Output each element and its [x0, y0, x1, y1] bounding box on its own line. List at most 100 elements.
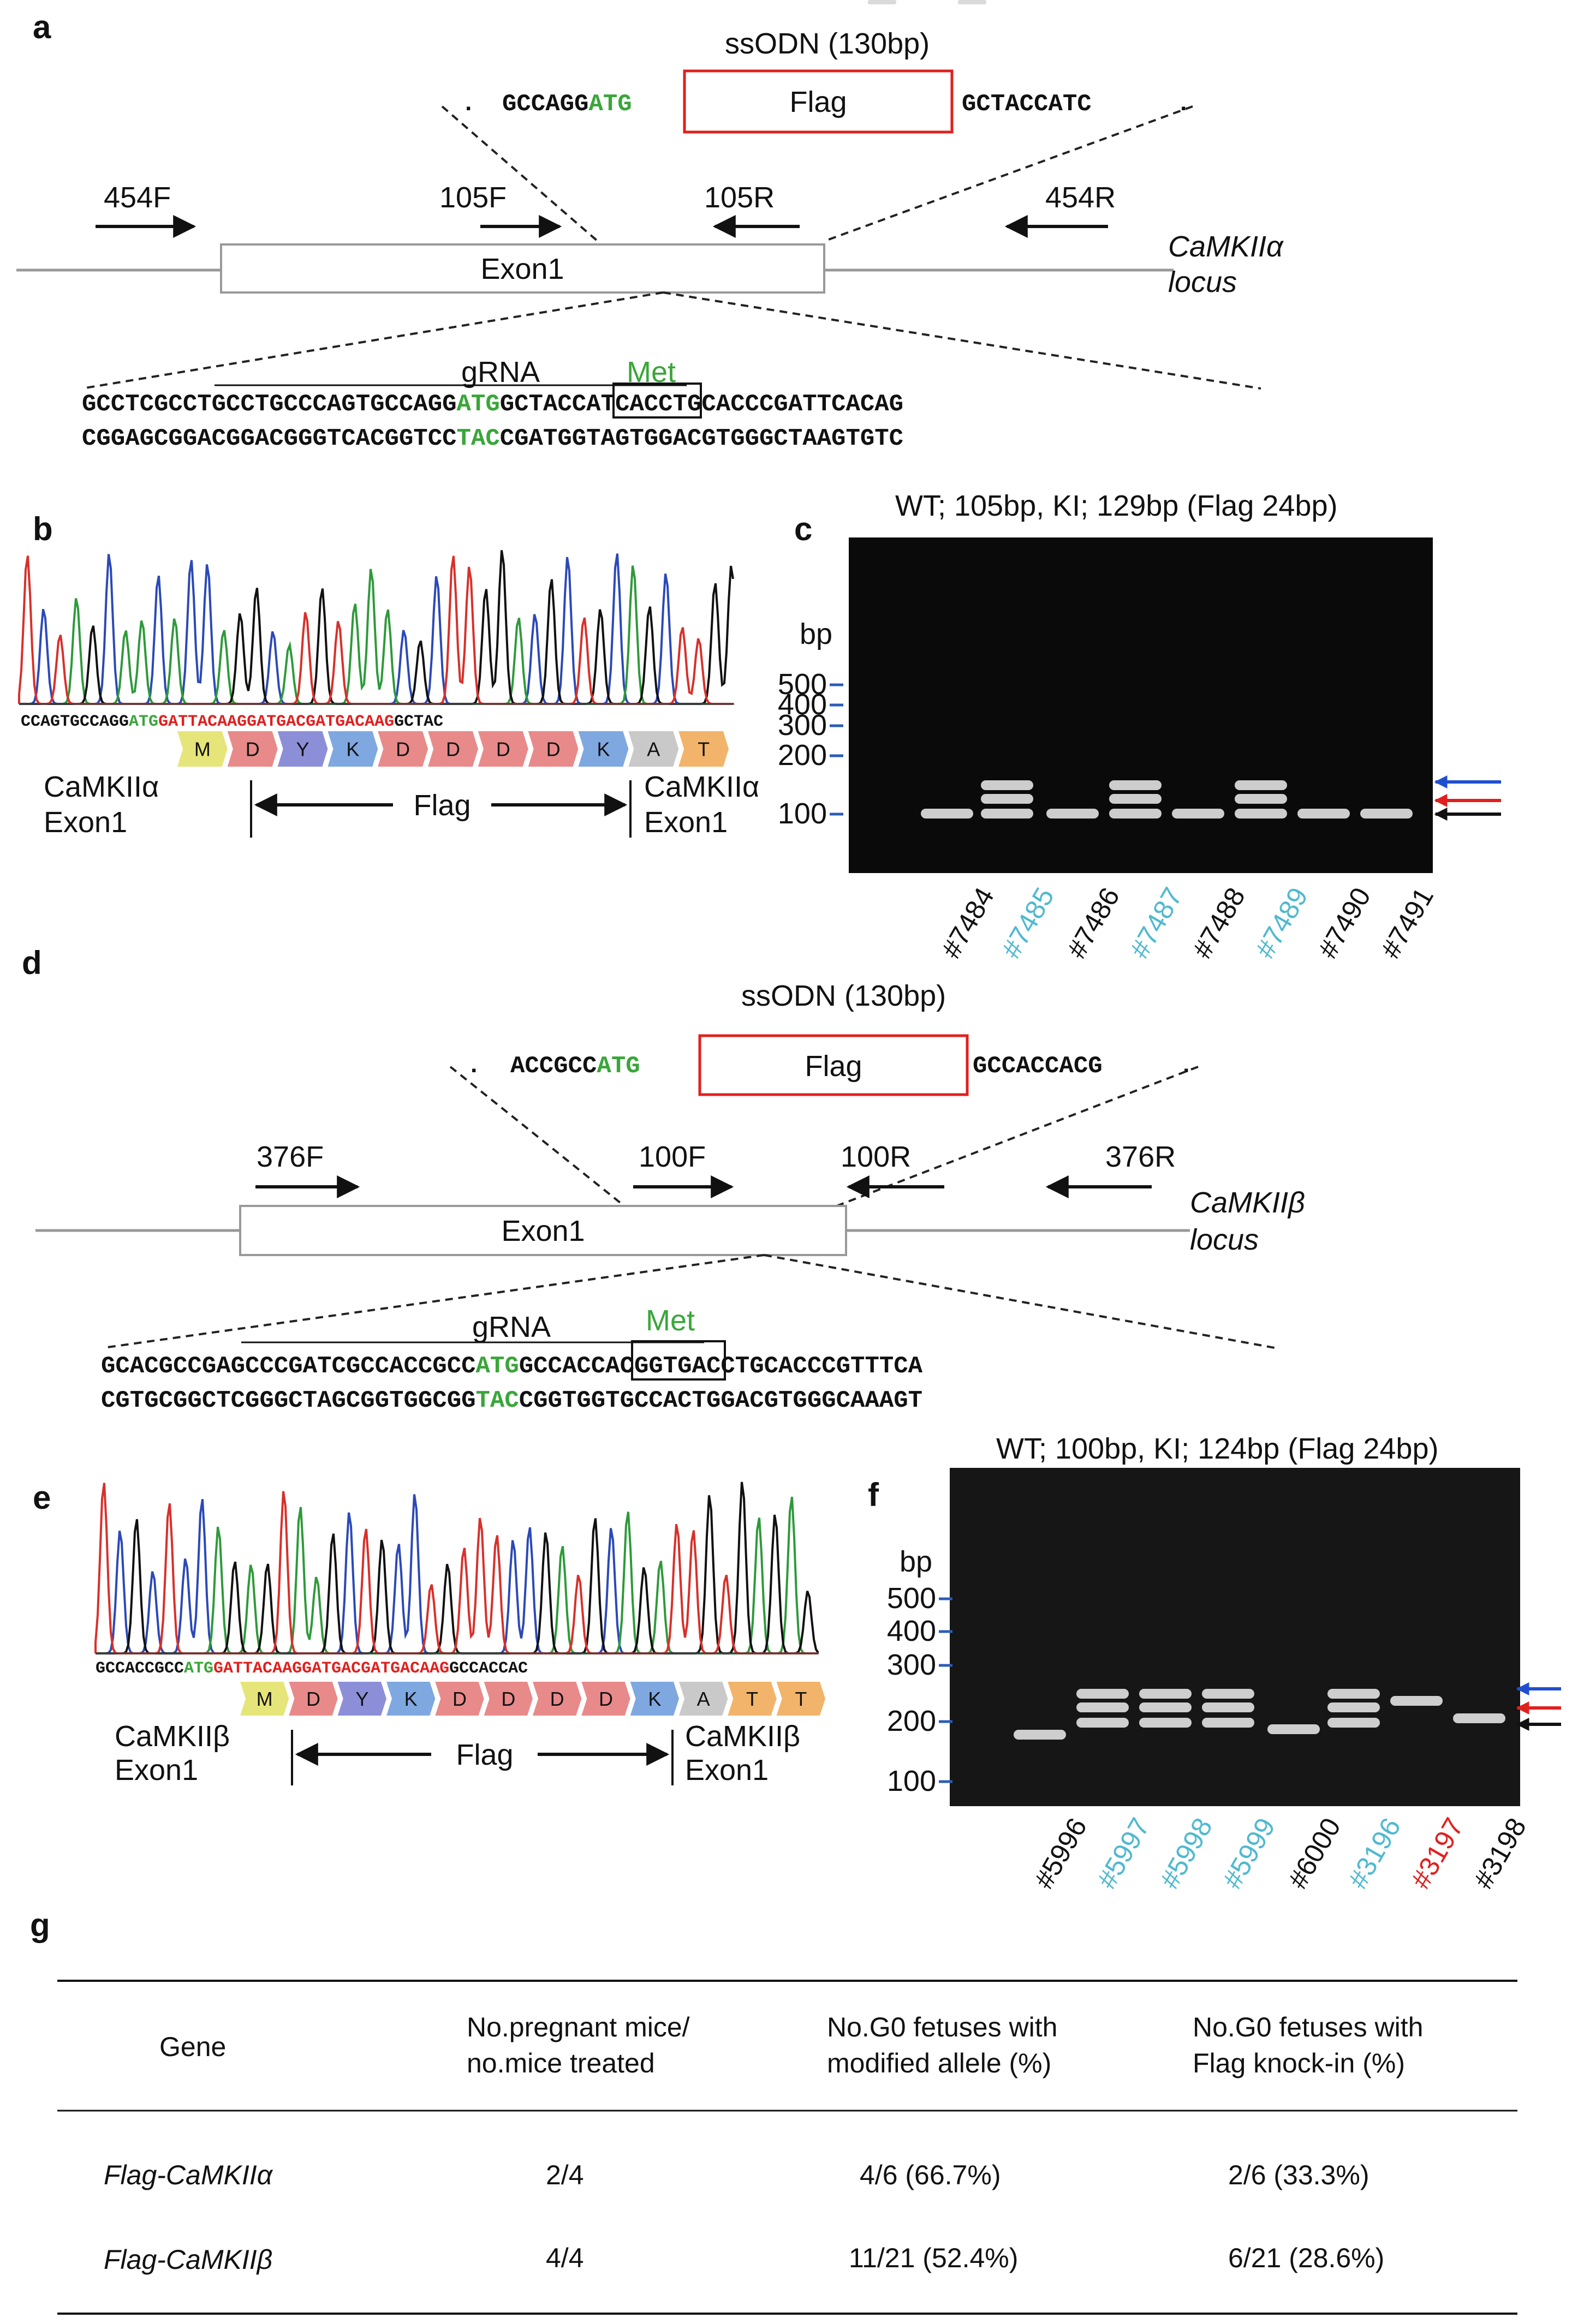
gel-band	[981, 809, 1033, 819]
panel-e: e GCCACCGCCATGGATTACAAGGATGACGATGACAAGGC…	[33, 1479, 825, 1787]
table-header: No.G0 fetuses with	[827, 2012, 1057, 2042]
panel-d: d ssODN (130bp) ACCGCCATG Flag GCCACCACG…	[22, 945, 1305, 1414]
primer-label: 105R	[704, 181, 775, 214]
exon-label: Exon1	[44, 806, 127, 839]
exon1-box	[220, 243, 825, 294]
lane-label: #7489	[1249, 882, 1314, 963]
amino-acid-block	[678, 731, 729, 767]
table-header: No.pregnant mice/	[467, 2012, 690, 2042]
dna-top-strand: GCACGCCGAGCCCGATCGCCACCGCCATGGCCACCACGGT…	[101, 1353, 923, 1380]
gel-band	[1453, 1713, 1505, 1723]
exon-label: Exon1	[685, 1754, 769, 1787]
amino-acid-block	[277, 731, 328, 767]
table-header: No.G0 fetuses with	[1193, 2012, 1423, 2042]
gel-band	[1139, 1718, 1192, 1728]
lane-label: #6000	[1282, 1813, 1347, 1893]
amino-acid-block	[240, 1682, 289, 1716]
ssodn-right-seq: GCCACCACG	[973, 1053, 1103, 1080]
gel-band	[1235, 780, 1287, 790]
bp-label: bp	[800, 618, 832, 650]
zoom-line	[441, 105, 599, 242]
amino-acid-block	[177, 731, 228, 767]
amino-acid-letter: A	[647, 738, 660, 761]
primer-label: 376R	[1105, 1140, 1176, 1173]
lane-label: #7485	[996, 882, 1060, 963]
gel-band	[1235, 809, 1287, 819]
ladder-label: 200	[778, 739, 827, 772]
gel-band	[1360, 809, 1413, 819]
flag-box-label: Flag	[805, 1050, 862, 1083]
gel-band	[1139, 1702, 1192, 1712]
gel-bands	[958, 0, 1505, 1740]
amino-acid-letter: D	[546, 738, 561, 761]
lane-label: #5998	[1154, 1813, 1218, 1893]
gel-band	[1390, 1696, 1443, 1706]
gel-band	[981, 794, 1033, 804]
gel-band	[1202, 1718, 1254, 1728]
flag-label: Flag	[413, 789, 471, 822]
bp-label: bp	[900, 1545, 932, 1578]
amino-acid-block	[327, 731, 378, 767]
gel-band	[1109, 780, 1162, 790]
lane-label: #7486	[1061, 882, 1126, 963]
zoom-line	[829, 1066, 1199, 1210]
table-cell: 2/4	[546, 2160, 584, 2190]
ssodn-left-seq: ACCGCCATG	[510, 1053, 640, 1080]
exon-label: CaMKIIα	[44, 770, 159, 803]
chromatogram	[18, 550, 734, 705]
table-cell: 4/4	[546, 2243, 584, 2273]
table-row: Flag-CaMKIIβ 4/4 11/21 (52.4%) 6/21 (28.…	[104, 2243, 1384, 2275]
lane-label: #7490	[1312, 882, 1377, 963]
amino-acid-block	[227, 731, 278, 767]
gel-band	[1172, 809, 1224, 819]
grna-label: gRNA	[461, 356, 540, 389]
table-cell: 4/6 (66.7%)	[860, 2160, 1001, 2190]
amino-acid-letter: D	[550, 1688, 564, 1710]
amino-acid-block	[728, 1682, 777, 1716]
panel-letter-b: b	[33, 511, 53, 547]
exon-label: CaMKIIα	[644, 770, 759, 803]
lane-label: #5997	[1091, 1813, 1156, 1893]
ssodn-dots-right: .	[1176, 91, 1190, 118]
exon-label: CaMKIIβ	[115, 1720, 230, 1753]
exon-label: Exon1	[115, 1754, 198, 1787]
gel-band	[981, 780, 1033, 790]
exon1-label: Exon1	[501, 1215, 585, 1247]
lane-label: #3197	[1405, 1813, 1469, 1893]
zoom-line	[449, 1066, 629, 1210]
dna-bottom-strand: CGTGCGGCTCGGGCTAGCGGTGGCGGTACCGGTGGTGCCA…	[101, 1387, 922, 1414]
amino-acid-block	[533, 1682, 582, 1716]
table-header: Gene	[159, 2032, 226, 2062]
flag-box	[683, 69, 954, 134]
table-cell: 11/21 (52.4%)	[849, 2243, 1018, 2273]
ladder-label: 500	[887, 1582, 936, 1615]
panel-a: a ssODN (130bp) GCCAGGATG Flag GCTACCATC…	[16, 9, 1284, 452]
ssodn-dots-left: .	[461, 91, 475, 118]
exon-label: Exon1	[644, 806, 728, 839]
amino-acid-letter: D	[446, 738, 460, 761]
table-row: Flag-CaMKIIα 2/4 4/6 (66.7%) 2/6 (33.3%)	[104, 2160, 1369, 2190]
chromatogram	[94, 1481, 819, 1654]
lane-label: #5996	[1028, 1813, 1093, 1893]
zoom-line	[81, 291, 664, 390]
amino-acid-block	[776, 1682, 825, 1716]
zoom-line	[103, 1254, 765, 1349]
amino-acid-block	[386, 1682, 436, 1716]
primer-label: 376F	[257, 1140, 324, 1173]
amino-acid-block	[435, 1682, 484, 1716]
panel-letter-f: f	[868, 1477, 879, 1513]
locus-label: locus	[1190, 1223, 1259, 1256]
primer-label: 454F	[104, 181, 171, 214]
gel-band	[1076, 1718, 1129, 1728]
amino-acid-letter: T	[746, 1688, 758, 1710]
flag-box	[698, 1034, 969, 1096]
gel-band	[921, 809, 973, 819]
gel-band	[1139, 1689, 1192, 1699]
locus-label: CaMKIIβ	[1190, 1186, 1305, 1219]
amino-acid-letter: D	[452, 1688, 467, 1710]
table-header: no.mice treated	[467, 2048, 655, 2078]
exon1-box	[239, 1205, 847, 1256]
